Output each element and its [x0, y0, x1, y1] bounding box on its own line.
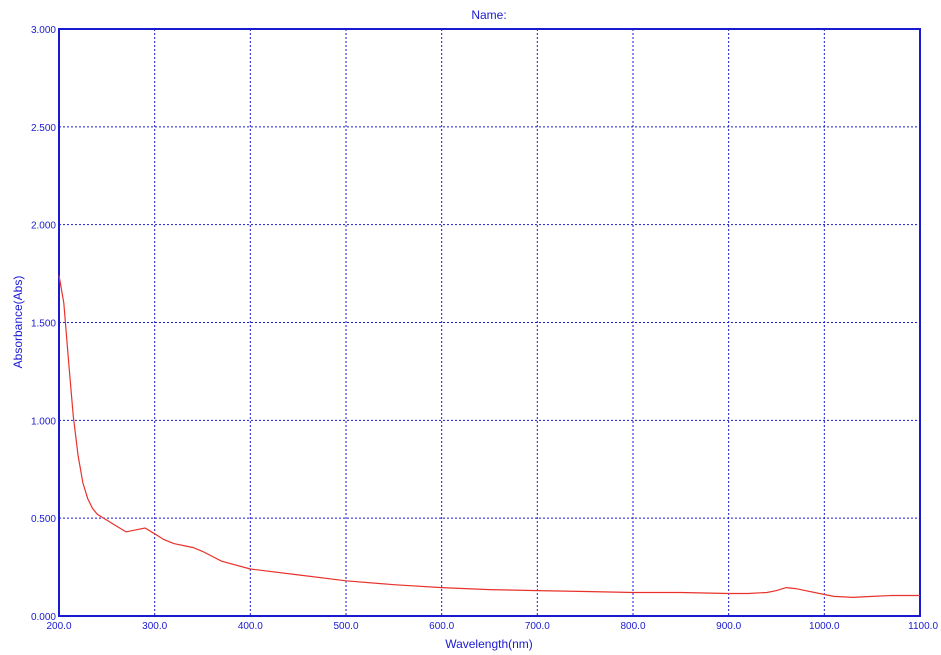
chart-title: Name: — [471, 8, 506, 22]
absorbance-line — [58, 275, 920, 599]
x-tick-label: 900.0 — [716, 621, 741, 632]
x-tick-label: 300.0 — [142, 621, 167, 632]
plot-frame — [58, 28, 921, 617]
y-tick-label: 0.500 — [31, 514, 56, 525]
x-tick-label: 700.0 — [525, 621, 550, 632]
x-tick-labels: 200.0 300.0 400.0 500.0 600.0 700.0 800.0 900.0… — [46, 621, 938, 632]
y-tick-label: 3.000 — [31, 25, 56, 36]
y-axis-label: Absorbance(Abs) — [11, 276, 25, 369]
x-tick-label: 600.0 — [429, 621, 454, 632]
y-tick-label: 1.000 — [31, 416, 56, 427]
y-tick-label: 2.000 — [31, 221, 56, 232]
y-tick-label: 0.000 — [31, 612, 56, 623]
x-axis-label: Wavelength(nm) — [445, 637, 533, 651]
y-tick-label: 1.500 — [31, 319, 56, 330]
x-tick-label: 800.0 — [620, 621, 645, 632]
y-tick-label: 2.500 — [31, 123, 56, 134]
x-tick-label: 200.0 — [46, 621, 71, 632]
x-tick-label: 500.0 — [333, 621, 358, 632]
y-tick-labels: 0.000 0.500 1.000 1.500 2.000 2.500 3.000 — [31, 25, 56, 623]
x-tick-label: 1100.0 — [908, 621, 938, 632]
x-tick-label: 1000.0 — [809, 621, 840, 632]
grid-lines — [59, 29, 920, 616]
x-tick-label: 400.0 — [238, 621, 263, 632]
